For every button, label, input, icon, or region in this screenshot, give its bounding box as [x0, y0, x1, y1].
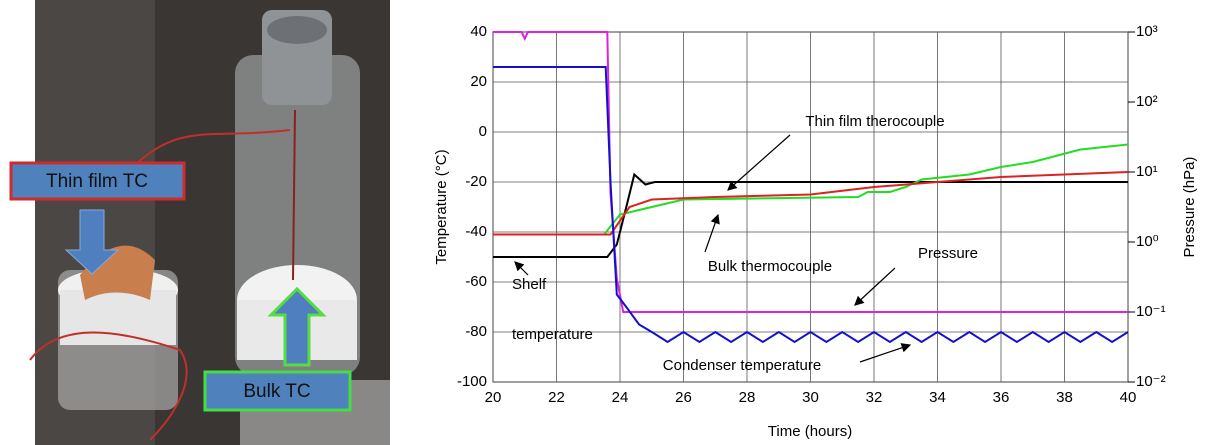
annotation: Condenser temperature	[663, 357, 821, 374]
y-tick-label: -60	[465, 273, 487, 290]
series-line	[493, 172, 1128, 258]
y-tick-label: -100	[457, 373, 487, 390]
annotation-arrow	[514, 261, 529, 276]
annotation: Shelf	[512, 276, 547, 293]
y-tick-label: -20	[465, 173, 487, 190]
annotation: Bulk thermocouple	[708, 258, 832, 275]
x-tick-label: 30	[802, 389, 819, 406]
y-tick-label: 0	[479, 123, 487, 140]
x-tick-label: 32	[866, 389, 883, 406]
photo: Thin film TC Bulk TC	[9, 0, 390, 445]
annotation-arrow	[704, 213, 720, 253]
annotation-arrow	[859, 343, 912, 363]
y2-tick-label: 10³	[1136, 23, 1158, 40]
y2-tick-label: 10²	[1136, 93, 1158, 110]
x-tick-label: 24	[612, 389, 629, 406]
y2-tick-label: 10⁻²	[1136, 373, 1166, 390]
y2-tick-label: 10⁰	[1136, 233, 1159, 250]
y-tick-label: -80	[465, 323, 487, 340]
x-tick-label: 38	[1056, 389, 1073, 406]
y-tick-label: 40	[470, 23, 487, 40]
y2-axis-label: Pressure (hPa)	[1181, 157, 1198, 258]
series-line	[493, 171, 1129, 236]
annotation-arrow	[854, 267, 896, 306]
annotation: temperature	[512, 326, 593, 343]
x-tick-label: 28	[739, 389, 756, 406]
y-tick-label: 20	[470, 73, 487, 90]
x-tick-label: 34	[929, 389, 946, 406]
annotation-arrow	[727, 134, 791, 191]
photo-label: Bulk TC	[243, 381, 310, 402]
annotation: Thin film therocouple	[805, 113, 944, 130]
series-line	[493, 66, 1129, 344]
y2-tick-label: 10⁻¹	[1136, 303, 1166, 320]
series-line	[493, 143, 1129, 236]
y2-tick-label: 10¹	[1136, 163, 1158, 180]
x-axis-label: Time (hours)	[768, 423, 852, 440]
annotation: Pressure	[918, 245, 978, 262]
x-tick-label: 40	[1120, 389, 1137, 406]
photo-label: Thin film TC	[46, 171, 148, 192]
x-tick-label: 26	[675, 389, 692, 406]
y-axis-label: Temperature (°C)	[433, 149, 450, 264]
x-tick-label: 36	[993, 389, 1010, 406]
x-tick-label: 20	[485, 389, 502, 406]
x-tick-label: 22	[548, 389, 565, 406]
y-tick-label: -40	[465, 223, 487, 240]
